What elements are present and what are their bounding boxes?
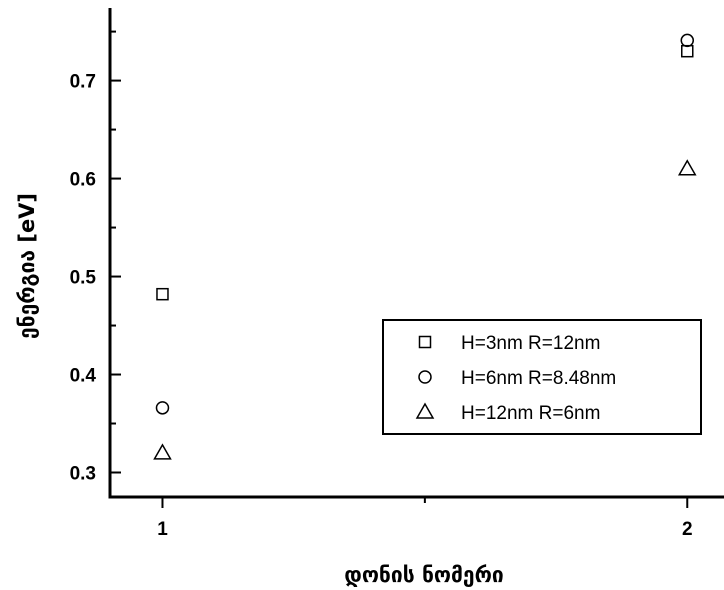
y-axis-title: ენერგია [eV] [15,193,39,339]
legend: H=3nm R=12nm H=6nm R=8.48nm H=12nm R=6nm [382,319,702,435]
legend-label: H=12nm R=6nm [461,403,600,424]
axes [108,8,724,499]
y-tick-label: 0.4 [70,366,97,387]
data-point-triangle [677,159,697,176]
legend-label: H=3nm R=12nm [461,333,600,354]
data-point-triangle [153,443,172,460]
legend-marker-circle [418,370,432,384]
data-points [153,33,697,460]
x-tick-label: 2 [682,519,693,540]
y-tick-label: 0.6 [70,170,96,191]
legend-marker-triangle [415,402,435,419]
y-tick-label: 0.3 [70,464,96,485]
x-tick-label: 1 [157,519,168,540]
data-point-circle [680,33,695,48]
x-axis-title: დონის ნომერი [344,563,503,587]
ticks: 0.3 0.4 0.5 0.6 0.7 1 2 [70,30,693,540]
legend-label: H=6nm R=8.48nm [461,368,616,389]
data-point-square [156,287,169,301]
y-tick-label: 0.7 [70,72,96,93]
data-point-circle [155,401,170,415]
legend-box [382,319,702,435]
legend-marker-square [418,335,432,349]
data-point-square [681,44,694,58]
y-tick-label: 0.5 [70,268,97,289]
